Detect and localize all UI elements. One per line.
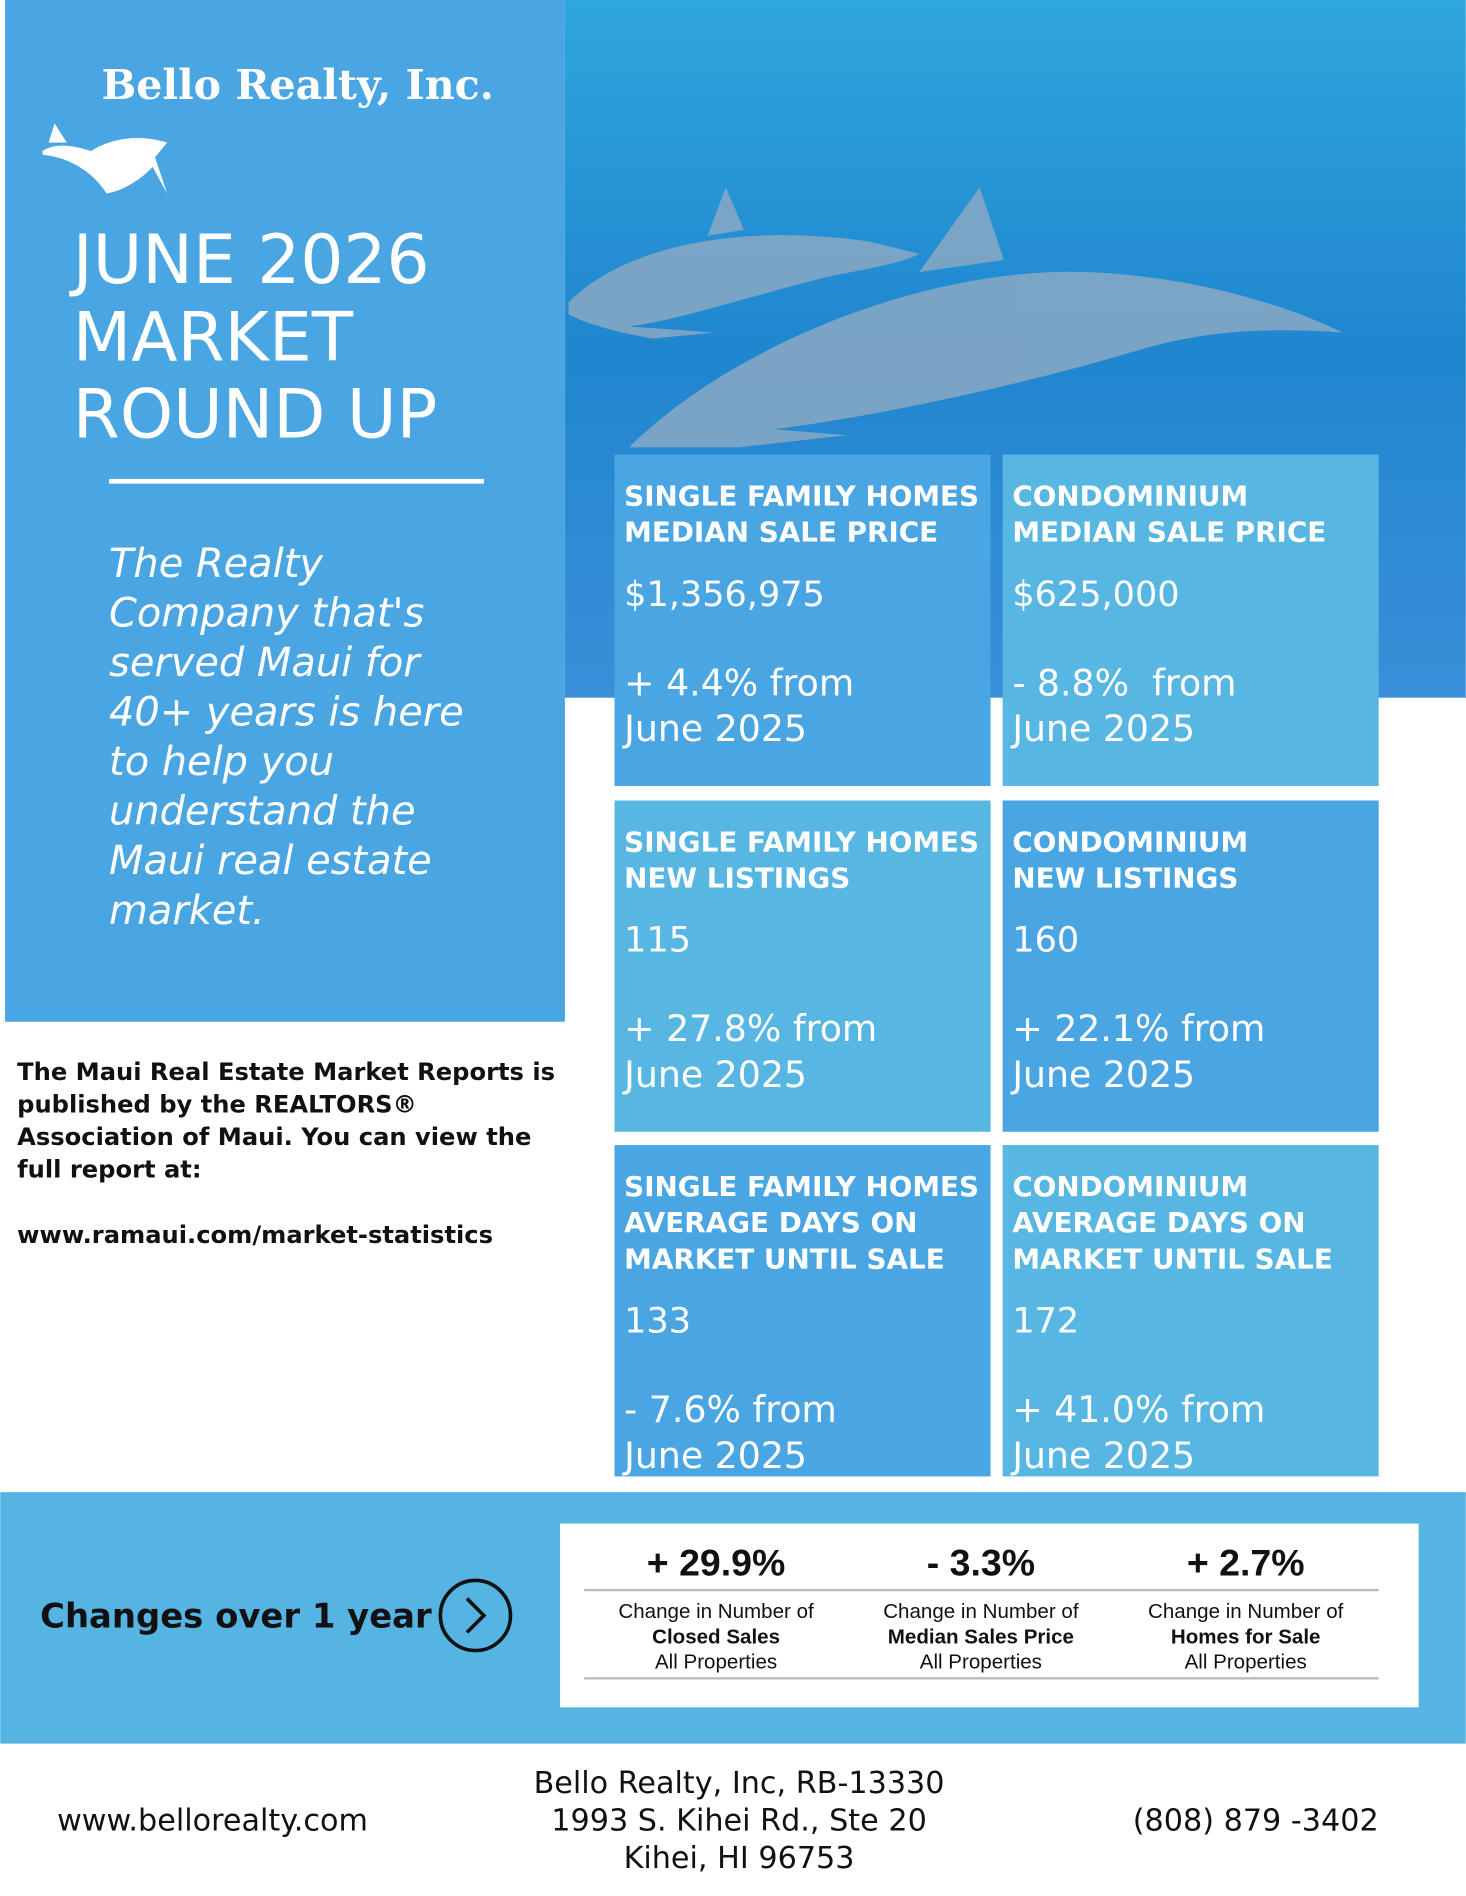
tagline-line: The Realty bbox=[109, 541, 324, 587]
stat-card: SINGLE FAMILY HOMES NEW LISTINGS 115 + 27.8… bbox=[614, 800, 991, 1132]
card-bg bbox=[1002, 454, 1379, 786]
card-bg bbox=[614, 454, 991, 786]
card-change: June 2025 bbox=[1010, 1053, 1195, 1096]
card-heading: MARKET UNTIL SALE bbox=[624, 1242, 945, 1275]
stat-caption: Homes for Sale bbox=[1171, 1625, 1321, 1648]
note-line: The Maui Real Estate Market Reports is bbox=[17, 1058, 555, 1086]
stat-caption: Change in Number of bbox=[883, 1600, 1079, 1623]
title-line: MARKET bbox=[73, 297, 354, 376]
card-value: 133 bbox=[624, 1301, 691, 1342]
stat-card: SINGLE FAMILY HOMES MEDIAN SALE PRICE $1,3… bbox=[614, 454, 991, 786]
note-line: published by the REALTORS® bbox=[17, 1090, 417, 1118]
card-change: June 2025 bbox=[622, 1434, 807, 1477]
card-change: - 8.8% from bbox=[1012, 661, 1236, 704]
arrow-circle bbox=[438, 1578, 513, 1653]
card-heading: NEW LISTINGS bbox=[624, 862, 850, 895]
tagline-line: market. bbox=[109, 888, 265, 934]
card-bg bbox=[614, 800, 991, 1132]
card-value: $625,000 bbox=[1012, 574, 1179, 615]
card-value: 172 bbox=[1012, 1301, 1079, 1342]
tagline-line: understand the bbox=[109, 789, 415, 835]
tagline-line: served Maui for bbox=[109, 640, 422, 686]
stat-caption: Change in Number of bbox=[618, 1600, 814, 1623]
card-change: June 2025 bbox=[1010, 707, 1195, 750]
note-line: Association of Maui. You can view the bbox=[17, 1123, 531, 1151]
title-line: ROUND UP bbox=[73, 375, 438, 454]
logo: Bello Realty, Inc. bbox=[101, 60, 493, 109]
changes-box bbox=[560, 1523, 1419, 1708]
tagline-line: to help you bbox=[109, 739, 334, 785]
card-heading: SINGLE FAMILY HOMES bbox=[624, 825, 979, 858]
stat-caption: All Properties bbox=[1185, 1651, 1307, 1674]
card-heading: MARKET UNTIL SALE bbox=[1012, 1242, 1333, 1275]
card-heading: SINGLE FAMILY HOMES bbox=[624, 1170, 979, 1203]
arrow-icon bbox=[465, 1597, 487, 1634]
card-change: - 7.6% from bbox=[624, 1388, 837, 1431]
tagline-line: Maui real estate bbox=[109, 838, 432, 884]
card-heading: AVERAGE DAYS ON bbox=[624, 1206, 917, 1239]
stat-value: + 2.7% bbox=[1187, 1542, 1305, 1584]
stat-caption: Median Sales Price bbox=[888, 1625, 1074, 1648]
card-change: + 27.8% from bbox=[624, 1007, 877, 1050]
address-line: Kihei, HI 96753 bbox=[624, 1841, 855, 1876]
stat-caption: All Properties bbox=[655, 1651, 777, 1674]
card-change: June 2025 bbox=[622, 707, 807, 750]
note: The Maui Real Estate Market Reports is pu… bbox=[17, 1058, 555, 1184]
tagline-line: Company that's bbox=[109, 590, 424, 636]
address-line: 1993 S. Kihei Rd., Ste 20 bbox=[551, 1804, 927, 1839]
card-change: + 41.0% from bbox=[1012, 1388, 1265, 1431]
card-value: 160 bbox=[1012, 920, 1079, 961]
card-bg bbox=[1002, 800, 1379, 1132]
card-change: June 2025 bbox=[1010, 1434, 1195, 1477]
card-change: + 22.1% from bbox=[1012, 1007, 1265, 1050]
stat-cards: SINGLE FAMILY HOMES MEDIAN SALE PRICE $1,3… bbox=[614, 454, 1379, 1477]
card-heading: AVERAGE DAYS ON bbox=[1012, 1206, 1305, 1239]
card-change: + 4.4% from bbox=[624, 661, 854, 704]
tagline-line: 40+ years is here bbox=[109, 690, 464, 736]
stat-caption: Closed Sales bbox=[652, 1625, 780, 1648]
stat-caption: All Properties bbox=[920, 1651, 1042, 1674]
changes-label: Changes over 1 year bbox=[40, 1597, 432, 1636]
address-line: Bello Realty, Inc, RB-13330 bbox=[534, 1766, 945, 1801]
card-heading: SINGLE FAMILY HOMES bbox=[624, 479, 979, 512]
card-heading: CONDOMINIUM bbox=[1012, 1170, 1248, 1203]
dolphins bbox=[568, 187, 1343, 448]
website: www.bellorealty.com bbox=[57, 1804, 368, 1839]
card-heading: MEDIAN SALE PRICE bbox=[624, 516, 938, 549]
report-url: www.ramaui.com/market-statistics bbox=[17, 1221, 493, 1249]
card-value: $1,356,975 bbox=[624, 574, 825, 615]
card-bg bbox=[1002, 1145, 1379, 1477]
stat-value: - 3.3% bbox=[927, 1542, 1035, 1584]
stat-card: CONDOMINIUM MEDIAN SALE PRICE $625,000 - 8.… bbox=[1002, 454, 1379, 786]
title-line: JUNE 2026 bbox=[69, 220, 430, 299]
card-value: 115 bbox=[624, 920, 691, 961]
stat-value: + 29.9% bbox=[647, 1542, 786, 1584]
card-heading: CONDOMINIUM bbox=[1012, 479, 1248, 512]
card-change: June 2025 bbox=[622, 1053, 807, 1096]
phone: (808) 879 -3402 bbox=[1133, 1804, 1379, 1839]
note-line: full report at: bbox=[17, 1156, 201, 1184]
card-bg bbox=[614, 1145, 991, 1477]
stat-card: CONDOMINIUM NEW LISTINGS 160 + 22.1% fromJu… bbox=[1002, 800, 1379, 1132]
stat-caption: Change in Number of bbox=[1148, 1600, 1344, 1623]
card-heading: MEDIAN SALE PRICE bbox=[1012, 516, 1326, 549]
card-heading: NEW LISTINGS bbox=[1012, 862, 1238, 895]
card-heading: CONDOMINIUM bbox=[1012, 825, 1248, 858]
